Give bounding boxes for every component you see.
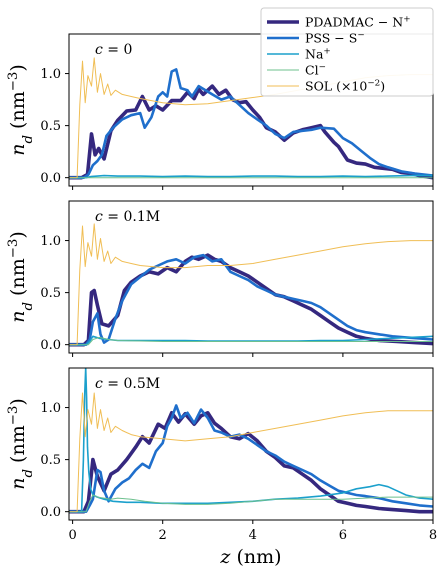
axes-frame: [68, 367, 434, 521]
legend-label-na: Na+: [305, 47, 331, 62]
y-tick-label: 0.5: [40, 119, 61, 134]
panel-annotation: c = 0.1M: [95, 209, 160, 225]
y-tick-label: 1.0: [40, 401, 61, 416]
series-group: [69, 223, 433, 347]
series-line-sol: [69, 223, 433, 346]
panel-1: 0.0 0.5 1.0 nd (nm−3) c = 0 PDADMAC − N+PSS −…: [6, 7, 434, 190]
legend-label-cl: Cl−: [305, 63, 326, 78]
axes-frame: [68, 200, 434, 354]
series-line-pss: [69, 68, 433, 179]
series-line-na: [69, 368, 433, 513]
legend: PDADMAC − N+PSS − S−Na+Cl−SOL (×10−2): [260, 7, 434, 97]
y-tick-label: 1.0: [40, 234, 61, 249]
y-tick-label: 1.0: [40, 67, 61, 82]
y-tick-label: 0.0: [40, 338, 61, 353]
series-line-cl: [69, 336, 433, 346]
series-line-pdadmac: [69, 411, 433, 514]
panel-annotation: c = 0: [95, 42, 132, 58]
legend-label-sol: SOL (×10−2): [305, 79, 385, 94]
series-group: [69, 57, 433, 180]
y-tick-label: 0.0: [40, 171, 61, 186]
y-axis-label: nd (nm−3): [6, 64, 36, 156]
panel-3: 0 2 4 6 8 0.0 0.5 1.0 nd (nm−3) c = 0.5M z (nm): [6, 367, 437, 568]
y-tick-label: 0.5: [40, 453, 61, 468]
series-line-pss: [69, 404, 433, 513]
series-group: [69, 368, 433, 514]
y-axis-label: nd (nm−3): [6, 398, 36, 490]
x-tick-label: 2: [159, 528, 167, 543]
legend-label-pss: PSS − S−: [305, 31, 365, 46]
y-tick-label: 0.5: [40, 286, 61, 301]
panel-2: 0.0 0.5 1.0 nd (nm−3) c = 0.1M: [6, 200, 434, 357]
y-axis-label: nd (nm−3): [6, 231, 36, 323]
y-tick-label: 0.0: [40, 505, 61, 520]
series-line-na: [69, 174, 433, 179]
x-tick-label: 8: [429, 528, 437, 543]
x-tick-label: 0: [68, 528, 76, 543]
x-tick-label: 4: [249, 528, 257, 543]
series-line-sol: [69, 392, 433, 513]
legend-label-pdadmac: PDADMAC − N+: [305, 15, 411, 30]
x-tick-label: 6: [339, 528, 347, 543]
axes-frame: [68, 33, 434, 187]
series-line-pss: [69, 253, 433, 346]
x-axis-label: z (nm): [219, 546, 281, 568]
series-line-cl: [69, 494, 433, 513]
panel-annotation: c = 0.5M: [95, 376, 160, 392]
